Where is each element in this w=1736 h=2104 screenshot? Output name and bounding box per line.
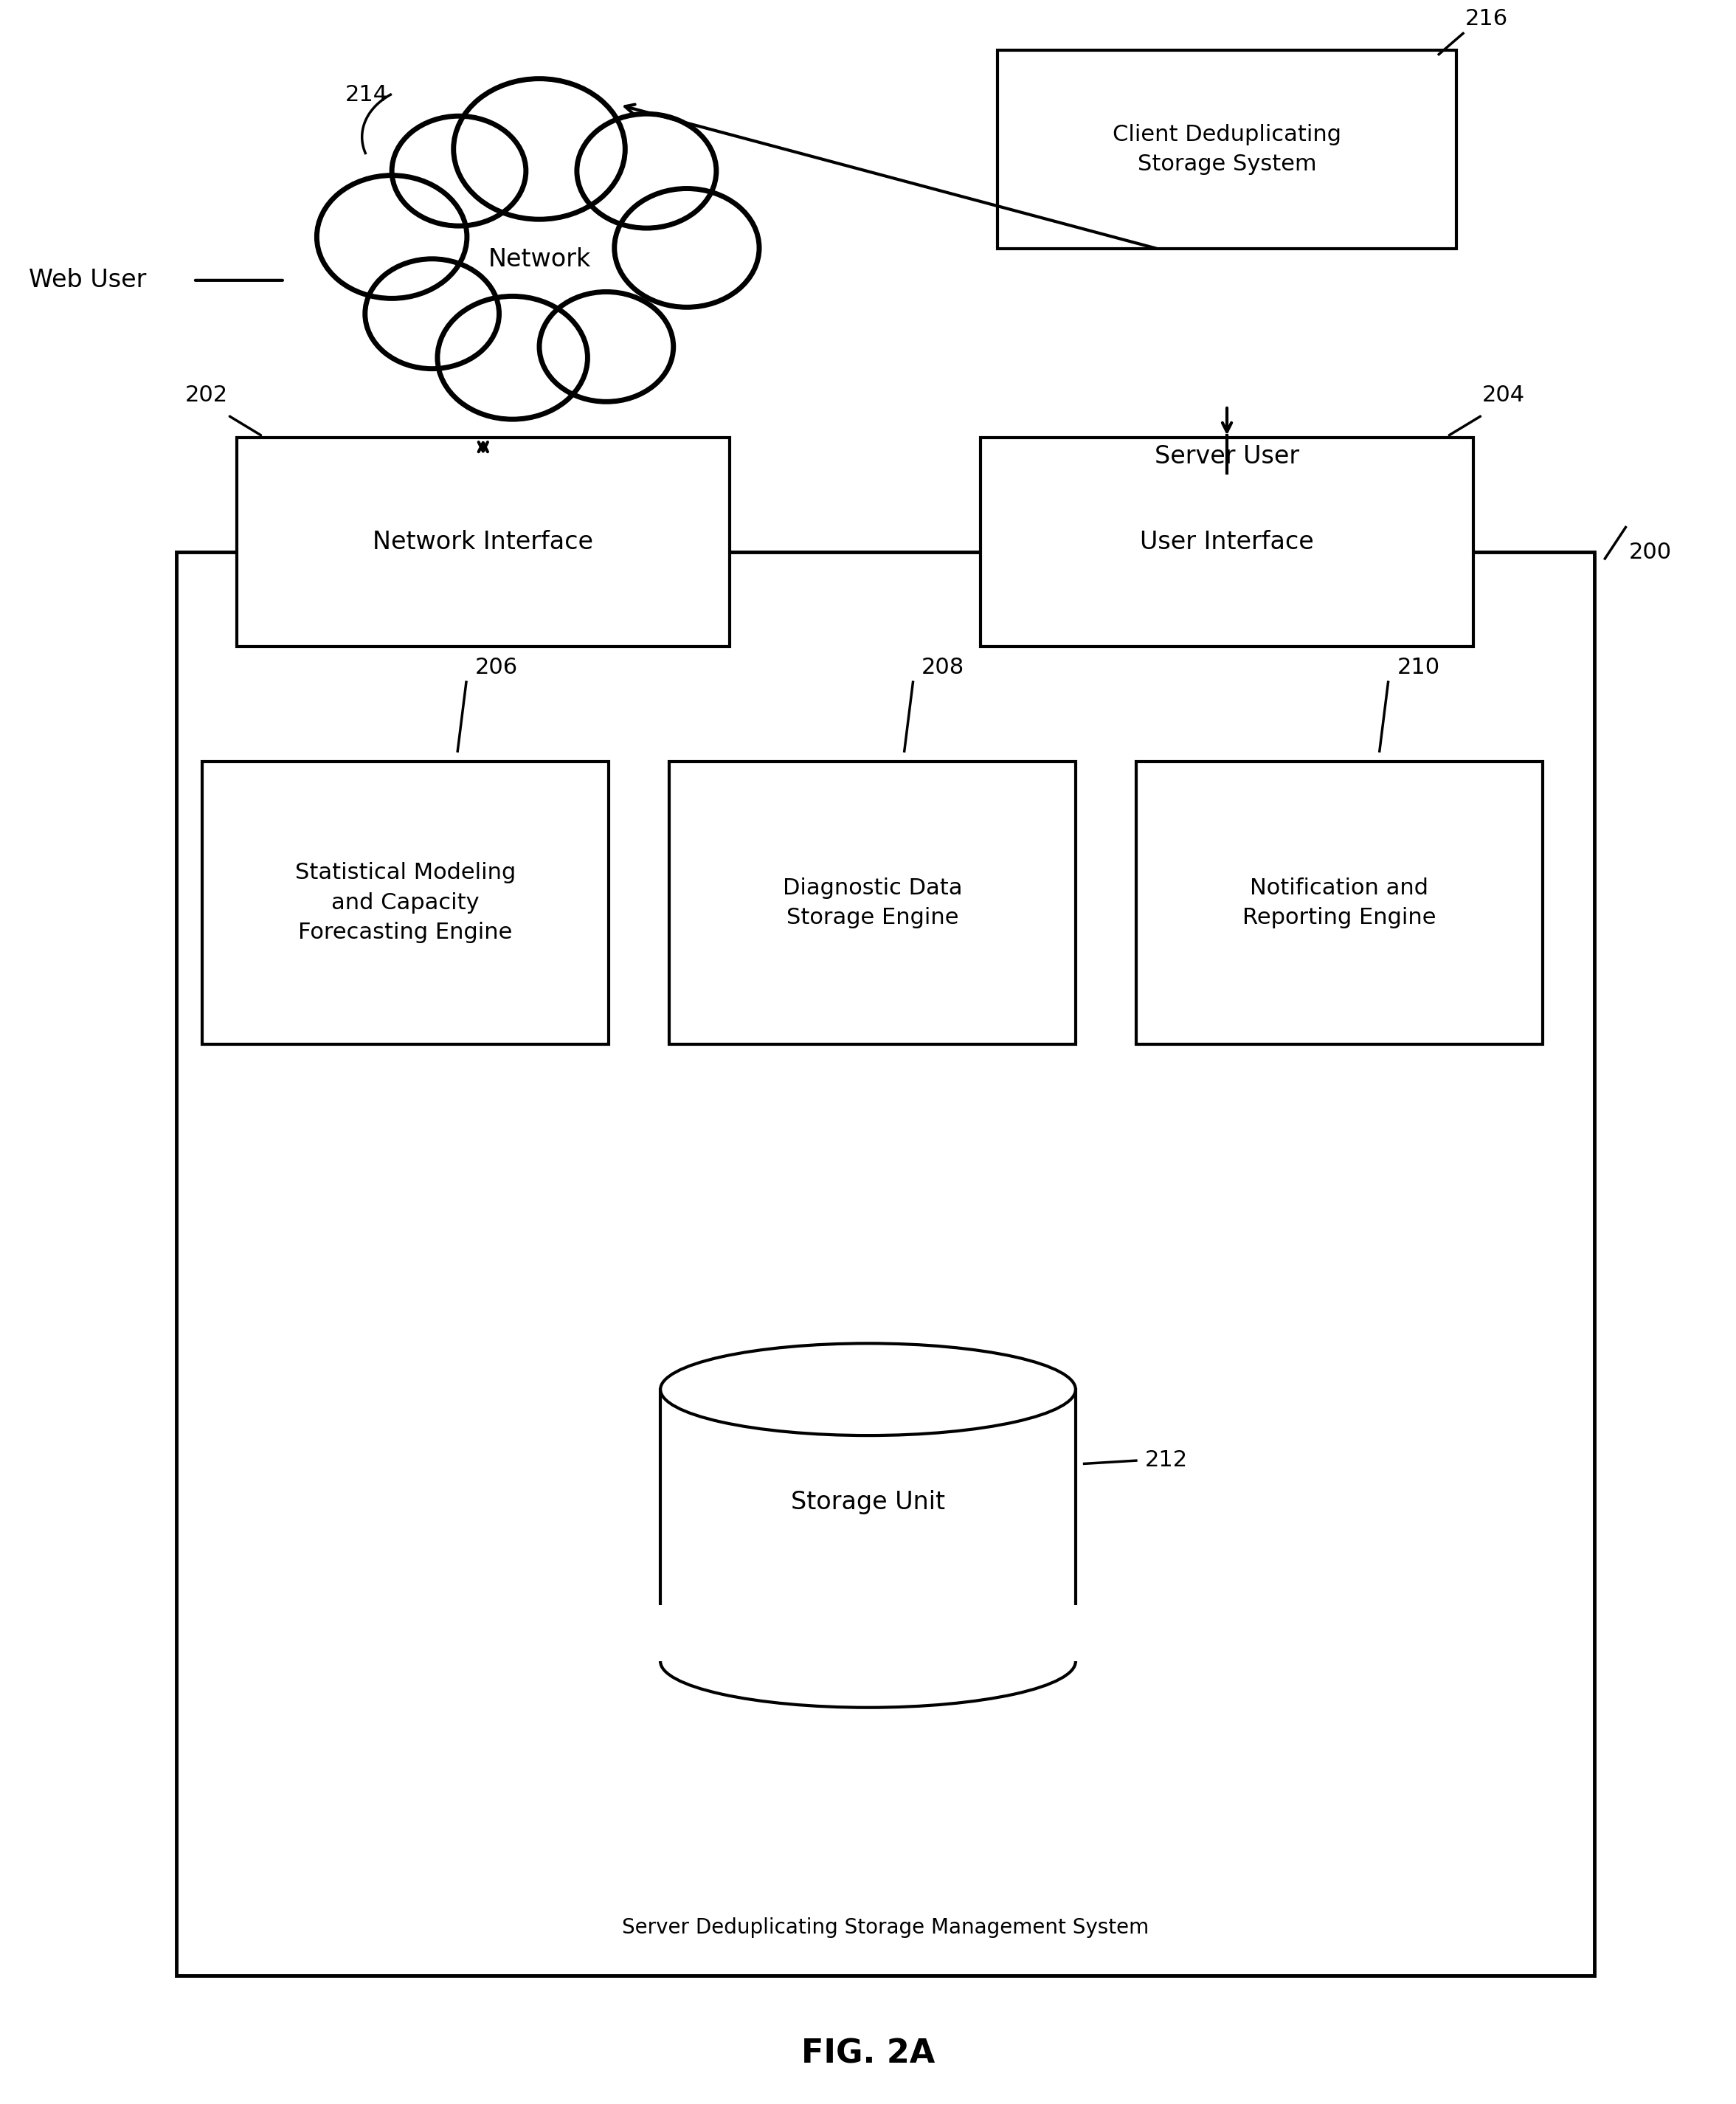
Ellipse shape xyxy=(437,297,587,419)
Bar xyxy=(998,50,1457,248)
Text: 200: 200 xyxy=(1628,541,1672,564)
Ellipse shape xyxy=(615,189,759,307)
Text: FIG. 2A: FIG. 2A xyxy=(800,2039,936,2070)
Bar xyxy=(175,553,1595,1976)
Bar xyxy=(981,438,1474,646)
Bar xyxy=(668,762,1076,1044)
Text: 214: 214 xyxy=(345,84,387,105)
Text: Storage Unit: Storage Unit xyxy=(792,1490,944,1515)
Text: 206: 206 xyxy=(476,656,517,677)
Ellipse shape xyxy=(540,292,674,402)
Text: 212: 212 xyxy=(1144,1450,1187,1471)
Ellipse shape xyxy=(576,114,717,227)
Ellipse shape xyxy=(316,175,467,299)
Ellipse shape xyxy=(660,1342,1076,1435)
Bar xyxy=(201,762,609,1044)
Text: 202: 202 xyxy=(186,385,227,406)
Ellipse shape xyxy=(392,116,526,225)
Text: 208: 208 xyxy=(922,656,965,677)
Text: Statistical Modeling
and Capacity
Forecasting Engine: Statistical Modeling and Capacity Foreca… xyxy=(295,863,516,943)
Text: Network Interface: Network Interface xyxy=(373,530,594,553)
Text: Web User: Web User xyxy=(30,267,146,292)
Text: Network: Network xyxy=(488,246,590,271)
Text: User Interface: User Interface xyxy=(1141,530,1314,553)
Text: Notification and
Reporting Engine: Notification and Reporting Engine xyxy=(1243,877,1436,928)
Text: Server Deduplicating Storage Management System: Server Deduplicating Storage Management … xyxy=(621,1917,1149,1938)
Bar xyxy=(1135,762,1543,1044)
Text: Client Deduplicating
Storage System: Client Deduplicating Storage System xyxy=(1113,124,1342,175)
Text: 210: 210 xyxy=(1397,656,1439,677)
Bar xyxy=(236,438,729,646)
Text: 216: 216 xyxy=(1465,8,1507,29)
Polygon shape xyxy=(651,1605,1085,1662)
Ellipse shape xyxy=(660,1616,1076,1708)
Ellipse shape xyxy=(453,78,625,219)
Ellipse shape xyxy=(365,259,500,368)
Text: Diagnostic Data
Storage Engine: Diagnostic Data Storage Engine xyxy=(783,877,962,928)
Text: Server User: Server User xyxy=(1154,444,1299,469)
Text: 204: 204 xyxy=(1483,385,1524,406)
